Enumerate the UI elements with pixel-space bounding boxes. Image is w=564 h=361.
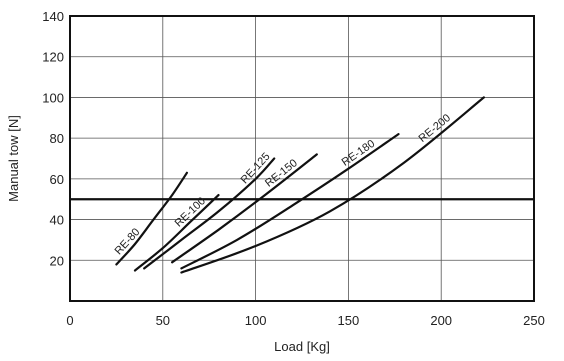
x-tick-label: 100 (245, 313, 267, 328)
plot-frame (69, 15, 535, 302)
y-tick-label: 80 (50, 131, 64, 146)
y-axis-title: Manual tow [N] (6, 115, 21, 202)
x-tick-label: 150 (338, 313, 360, 328)
series-line (133, 194, 220, 272)
x-tick-label: 50 (156, 313, 170, 328)
grid-lines (70, 16, 534, 301)
y-tick-label: 120 (42, 50, 64, 65)
x-tick-label: 0 (66, 313, 73, 328)
series-line (180, 96, 485, 274)
y-tick-label: 40 (50, 213, 64, 228)
series-line (171, 153, 318, 264)
x-tick-label: 200 (430, 313, 452, 328)
series-line (143, 157, 276, 270)
tick-labels: 0 50 100 150 200 250 20 40 60 80 100 120 140 (42, 9, 545, 328)
series-line (115, 171, 188, 266)
y-tick-label: 20 (50, 253, 64, 268)
x-axis-title: Load [Kg] (274, 339, 330, 354)
series-line (180, 133, 400, 270)
x-tick-label: 250 (523, 313, 545, 328)
y-tick-label: 100 (42, 90, 64, 105)
y-tick-label: 140 (42, 9, 64, 24)
y-tick-label: 60 (50, 172, 64, 187)
